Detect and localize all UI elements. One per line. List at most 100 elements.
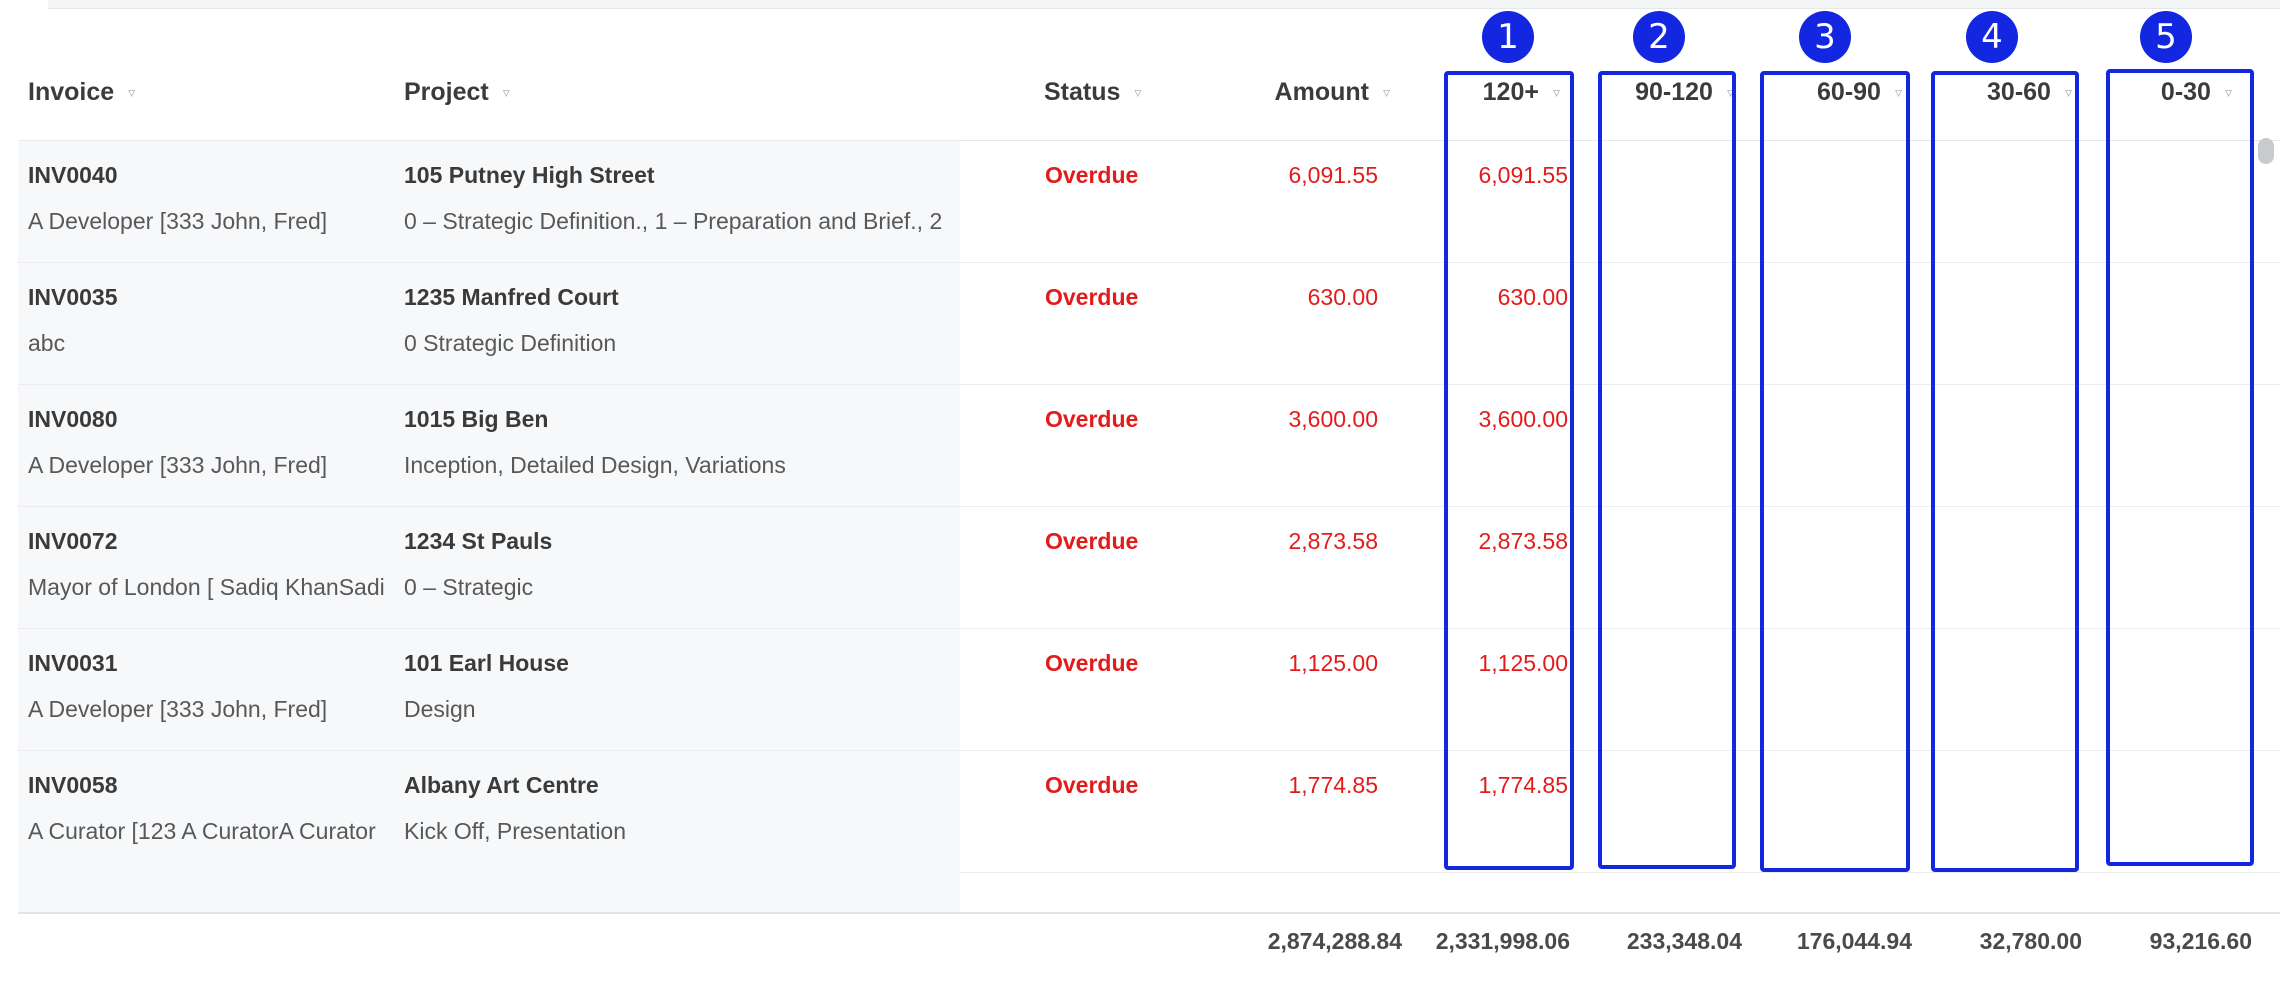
status-badge: Overdue bbox=[1045, 406, 1139, 432]
top-toolbar-strip bbox=[48, 0, 2280, 9]
total-90-120: 233,348.04 bbox=[1626, 928, 1742, 954]
annotation-box-4 bbox=[1931, 71, 2079, 872]
bucket-120-plus-value: 2,873.58 bbox=[1478, 528, 1568, 554]
amount-value: 3,600.00 bbox=[1288, 406, 1378, 432]
amount-value: 2,873.58 bbox=[1288, 528, 1378, 554]
column-header-invoice[interactable]: Invoice ▿ bbox=[28, 70, 135, 114]
project-name[interactable]: 101 Earl House bbox=[404, 650, 569, 676]
row-shade bbox=[18, 629, 960, 750]
column-header-label: Invoice bbox=[28, 77, 115, 106]
project-name[interactable]: 105 Putney High Street bbox=[404, 162, 655, 188]
amount-value: 630.00 bbox=[1307, 284, 1378, 310]
invoice-number[interactable]: INV0035 bbox=[28, 284, 118, 310]
bucket-120-plus-value: 1,774.85 bbox=[1478, 772, 1568, 798]
invoice-number[interactable]: INV0031 bbox=[28, 650, 118, 676]
status-badge: Overdue bbox=[1045, 162, 1139, 188]
column-header-label: 30-60 bbox=[1987, 77, 2051, 106]
project-stages: Kick Off, Presentation bbox=[404, 818, 627, 844]
column-header-30-60[interactable]: 30-60 ▿ bbox=[1940, 70, 2072, 114]
sort-caret-icon[interactable]: ▿ bbox=[502, 83, 510, 100]
project-stages: 0 – Strategic bbox=[404, 574, 534, 600]
client-name: abc bbox=[28, 330, 66, 356]
column-header-0-30[interactable]: 0-30 ▿ bbox=[2110, 70, 2232, 114]
column-header-60-90[interactable]: 60-90 ▿ bbox=[1770, 70, 1902, 114]
client-name: Mayor of London [ Sadiq KhanSadiq bbox=[28, 574, 384, 600]
bucket-120-plus-value: 6,091.55 bbox=[1478, 162, 1568, 188]
sort-caret-icon[interactable]: ▿ bbox=[1894, 83, 1902, 100]
total-60-90: 176,044.94 bbox=[1796, 928, 1912, 954]
total-120-plus: 2,331,998.06 bbox=[1435, 928, 1570, 954]
column-header-amount[interactable]: Amount ▿ bbox=[1200, 70, 1390, 114]
table-row[interactable]: INV0080 A Developer [333 John, Fred] 101… bbox=[18, 385, 2280, 507]
client-name: A Developer [333 John, Fred] bbox=[28, 696, 328, 722]
invoice-number[interactable]: INV0058 bbox=[28, 772, 118, 798]
invoice-number[interactable]: INV0040 bbox=[28, 162, 118, 188]
table-row[interactable]: INV0058 A Curator [123 A CuratorA Curato… bbox=[18, 751, 2280, 873]
table-row[interactable]: INV0072 Mayor of London [ Sadiq KhanSadi… bbox=[18, 507, 2280, 629]
project-stages: 0 Strategic Definition bbox=[404, 330, 617, 356]
row-shade bbox=[18, 385, 960, 506]
sort-caret-icon[interactable]: ▿ bbox=[1134, 83, 1142, 100]
column-header-label: 60-90 bbox=[1817, 77, 1881, 106]
annotation-box-2 bbox=[1598, 71, 1736, 869]
project-name[interactable]: 1235 Manfred Court bbox=[404, 284, 619, 310]
bucket-120-plus-value: 3,600.00 bbox=[1478, 406, 1568, 432]
annotation-badge-5: 5 bbox=[2140, 11, 2192, 63]
project-name[interactable]: Albany Art Centre bbox=[404, 772, 599, 798]
client-name: A Developer [333 John, Fred] bbox=[28, 452, 328, 478]
annotation-badge-2: 2 bbox=[1633, 11, 1685, 63]
project-stages: Design bbox=[404, 696, 476, 722]
column-header-label: Status bbox=[1044, 77, 1121, 106]
status-badge: Overdue bbox=[1045, 650, 1139, 676]
totals-divider bbox=[18, 912, 2280, 914]
project-name[interactable]: 1234 St Pauls bbox=[404, 528, 553, 554]
column-header-120-plus[interactable]: 120+ ▿ bbox=[1440, 70, 1560, 114]
project-stages: 0 – Strategic Definition., 1 – Preparati… bbox=[404, 208, 943, 234]
amount-value: 1,774.85 bbox=[1288, 772, 1378, 798]
client-name: A Developer [333 John, Fred] bbox=[28, 208, 328, 234]
table-row[interactable]: INV0031 A Developer [333 John, Fred] 101… bbox=[18, 629, 2280, 751]
empty-row-area bbox=[18, 872, 960, 912]
column-header-label: Amount bbox=[1274, 77, 1369, 106]
sort-caret-icon[interactable]: ▿ bbox=[2224, 83, 2232, 100]
table-row[interactable]: INV0035 abc 1235 Manfred Court 0 Strateg… bbox=[18, 263, 2280, 385]
status-badge: Overdue bbox=[1045, 772, 1139, 798]
sort-caret-icon[interactable]: ▿ bbox=[1726, 83, 1734, 100]
column-header-label: 0-30 bbox=[2160, 77, 2211, 106]
column-header-project[interactable]: Project ▿ bbox=[404, 70, 510, 114]
column-header-90-120[interactable]: 90-120 ▿ bbox=[1600, 70, 1734, 114]
row-shade bbox=[18, 141, 960, 262]
sort-caret-icon[interactable]: ▿ bbox=[1382, 83, 1390, 100]
amount-value: 6,091.55 bbox=[1288, 162, 1378, 188]
annotation-box-5 bbox=[2106, 69, 2254, 866]
row-shade bbox=[18, 751, 960, 872]
annotation-badge-4: 4 bbox=[1966, 11, 2018, 63]
sort-caret-icon[interactable]: ▿ bbox=[2064, 83, 2072, 100]
client-name: A Curator [123 A CuratorA Curator bbox=[28, 818, 376, 844]
row-shade bbox=[18, 263, 960, 384]
column-header-label: Project bbox=[404, 77, 489, 106]
annotation-badge-1: 1 bbox=[1482, 11, 1534, 63]
status-badge: Overdue bbox=[1045, 528, 1139, 554]
column-header-label: 120+ bbox=[1482, 77, 1539, 106]
table-row[interactable]: INV0040 A Developer [333 John, Fred] 105… bbox=[18, 141, 2280, 263]
bucket-120-plus-value: 630.00 bbox=[1497, 284, 1568, 310]
annotation-box-1 bbox=[1444, 71, 1574, 870]
invoice-number[interactable]: INV0072 bbox=[28, 528, 118, 554]
sort-caret-icon[interactable]: ▿ bbox=[128, 83, 136, 100]
amount-value: 1,125.00 bbox=[1288, 650, 1378, 676]
total-0-30: 93,216.60 bbox=[2149, 928, 2252, 954]
row-shade bbox=[18, 507, 960, 628]
vertical-scrollbar-thumb[interactable] bbox=[2258, 138, 2274, 164]
column-header-label: 90-120 bbox=[1635, 77, 1713, 106]
sort-caret-icon[interactable]: ▿ bbox=[1552, 83, 1560, 100]
annotation-box-3 bbox=[1760, 71, 1910, 872]
header-divider bbox=[18, 140, 2280, 141]
total-30-60: 32,780.00 bbox=[1979, 928, 2082, 954]
invoice-number[interactable]: INV0080 bbox=[28, 406, 118, 432]
column-header-status[interactable]: Status ▿ bbox=[1044, 70, 1141, 114]
project-name[interactable]: 1015 Big Ben bbox=[404, 406, 549, 432]
status-badge: Overdue bbox=[1045, 284, 1139, 310]
annotation-badge-3: 3 bbox=[1799, 11, 1851, 63]
